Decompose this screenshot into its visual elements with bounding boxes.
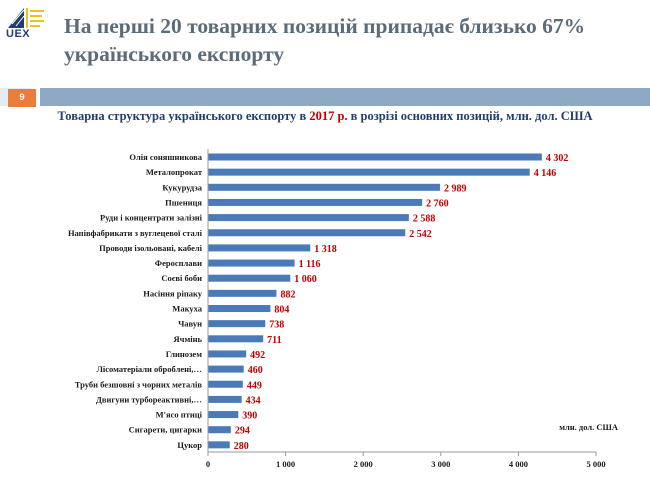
category-label: Лісоматеріали оброблені,… <box>97 364 202 374</box>
value-label: 882 <box>280 289 295 300</box>
value-label: 492 <box>250 350 265 361</box>
category-label: Ячмінь <box>174 334 203 344</box>
subtitle-lead: Товарна структура українського експорту … <box>57 109 310 123</box>
bar <box>208 168 530 176</box>
uex-logo-icon <box>8 8 44 28</box>
x-tick-label: 5 000 <box>586 459 605 469</box>
category-label: Соєві боби <box>161 273 202 283</box>
bar <box>208 289 277 297</box>
bar <box>208 395 242 403</box>
unit-label: млн. дол. США <box>559 422 619 432</box>
bar <box>208 380 243 388</box>
value-label: 1 060 <box>294 274 317 285</box>
rule-right-segment <box>40 88 650 106</box>
category-label: Кукурудза <box>162 182 202 192</box>
bar <box>208 350 247 358</box>
category-label: М'ясо птиці <box>156 410 203 420</box>
value-label: 2 989 <box>444 183 467 194</box>
subtitle-year: 2017 р. <box>309 109 348 123</box>
bar <box>208 441 230 449</box>
category-label: Труби безшовні з чорних металів <box>75 379 203 389</box>
x-tick-label: 3 000 <box>431 459 450 469</box>
category-label: Металопрокат <box>146 167 203 177</box>
value-label: 460 <box>248 365 263 376</box>
bar <box>208 305 271 312</box>
bar <box>208 214 409 222</box>
value-label: 390 <box>242 411 257 422</box>
category-label: Глинозем <box>166 349 202 359</box>
bar <box>208 183 440 191</box>
bar <box>208 229 406 237</box>
value-label: 280 <box>234 441 249 452</box>
value-label: 294 <box>235 426 250 437</box>
value-label: 449 <box>247 380 262 391</box>
value-label: 4 146 <box>534 168 557 179</box>
category-label: Насіння ріпаку <box>143 288 203 298</box>
bar <box>208 335 264 343</box>
category-label: Сигарети, цигарки <box>129 425 202 435</box>
x-tick-label: 4 000 <box>509 459 528 469</box>
value-label: 738 <box>269 320 284 331</box>
bar <box>208 153 542 161</box>
category-label: Напівфабрикати з вуглецевої сталі <box>68 228 203 238</box>
category-label: Двигуни турбореактивні,… <box>96 394 202 404</box>
page-number: 9 <box>8 89 36 107</box>
value-label: 1 116 <box>299 259 321 270</box>
category-label: Макуха <box>172 304 202 314</box>
value-label: 1 318 <box>314 244 337 255</box>
category-label: Пшениця <box>165 197 202 207</box>
category-label: Олія соняшникова <box>129 152 202 162</box>
value-label: 2 588 <box>413 214 436 225</box>
value-label: 711 <box>267 335 281 346</box>
bar <box>208 259 295 267</box>
value-label: 2 760 <box>426 198 449 209</box>
bar <box>208 274 291 282</box>
category-label: Цукор <box>177 440 202 450</box>
value-label: 434 <box>246 395 261 406</box>
category-label: Проводи ізольовані, кабелі <box>99 243 202 253</box>
value-label: 2 542 <box>409 229 432 240</box>
category-label: Руди і концентрати залізні <box>100 213 203 223</box>
subtitle-tail: в розрізі основних позицій, млн. дол. СШ… <box>347 109 593 123</box>
x-tick-label: 0 <box>206 459 210 469</box>
category-label: Феросплави <box>155 258 202 268</box>
category-label: Чавун <box>178 319 202 329</box>
value-label: 4 302 <box>546 153 569 164</box>
value-label: 804 <box>274 305 289 316</box>
bar <box>208 320 266 328</box>
title-rule <box>0 88 650 106</box>
bar <box>208 426 231 434</box>
export-bar-chart: Олія соняшникова 4 302 Металопрокат 4 146 Ку… <box>68 149 619 469</box>
bar <box>208 365 244 373</box>
x-tick-label: 2 000 <box>354 459 373 469</box>
slide-title: На перші 20 товарних позицій припадає бл… <box>64 14 586 66</box>
bar <box>208 411 239 419</box>
x-tick-label: 1 000 <box>276 459 295 469</box>
bar <box>208 244 311 252</box>
logo-text: UEX <box>6 28 31 40</box>
chart-subtitle: Товарна структура українського експорту … <box>0 109 650 124</box>
bar <box>208 198 423 206</box>
